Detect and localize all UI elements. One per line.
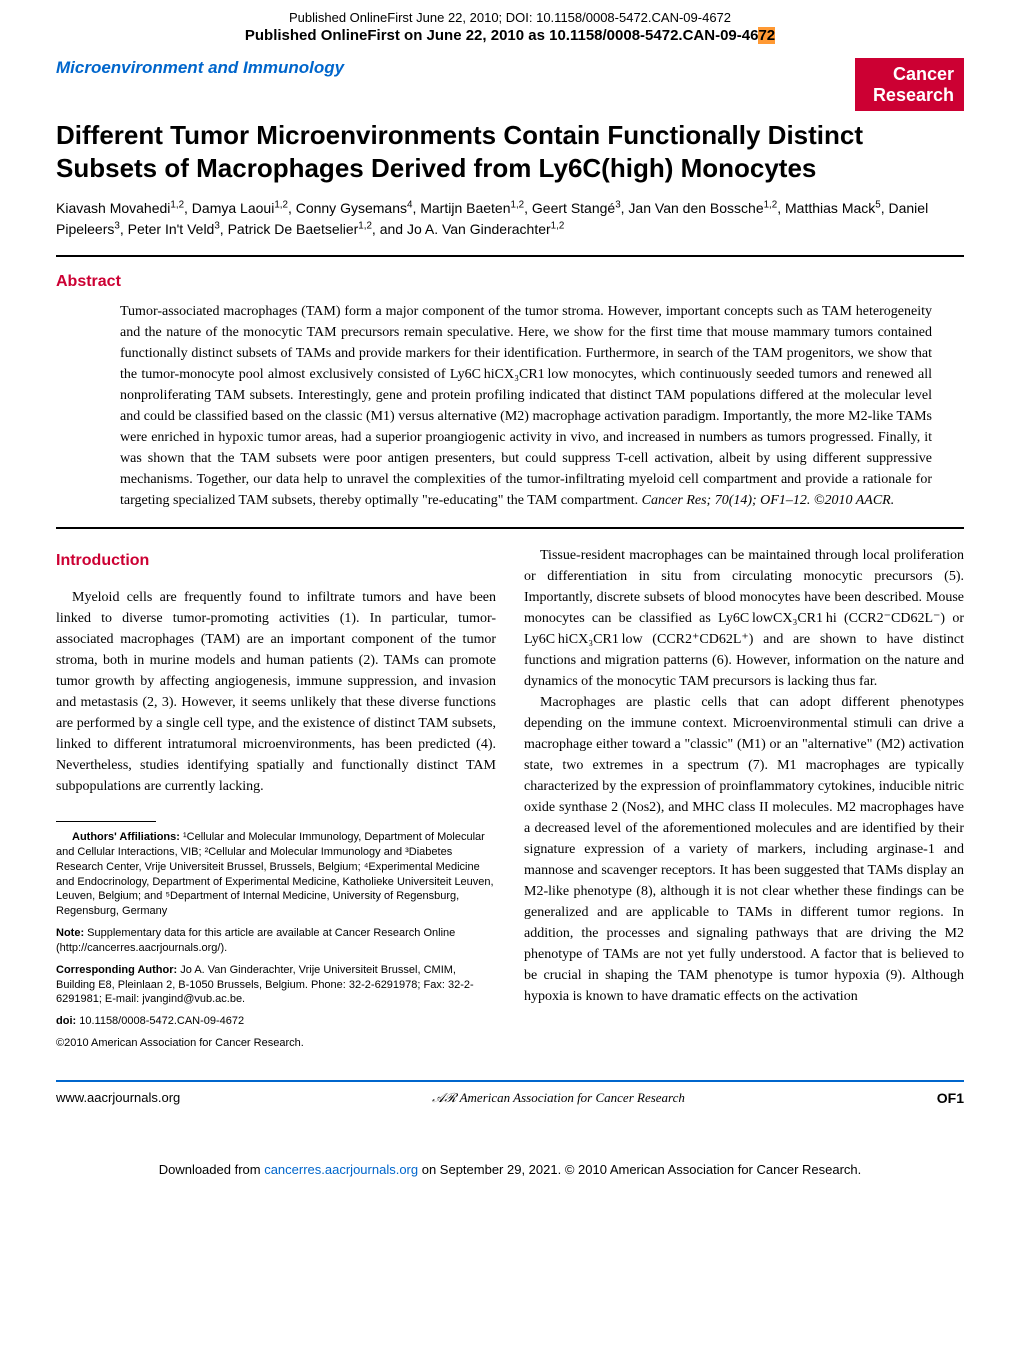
- abstract-label: Abstract: [56, 273, 964, 291]
- footnotes: Authors' Affiliations: ¹Cellular and Mol…: [56, 830, 496, 1051]
- footer-center: 𝒜ℛ American Association for Cancer Resea…: [432, 1090, 685, 1106]
- intro-right-p1: Tissue-resident macrophages can be maint…: [524, 545, 964, 692]
- left-column: Introduction Myeloid cells are frequentl…: [56, 545, 496, 1058]
- bottom-download-note: Downloaded from cancerres.aacrjournals.o…: [0, 1126, 1020, 1187]
- rule-top: [56, 255, 964, 257]
- doi-label: doi:: [56, 1015, 76, 1027]
- footer-row: www.aacrjournals.org 𝒜ℛ American Associa…: [56, 1080, 964, 1106]
- abstract-text: Tumor-associated macrophages (TAM) form …: [120, 304, 932, 508]
- abstract-citation: Cancer Res; 70(14); OF1–12. ©2010 AACR.: [642, 493, 895, 508]
- footer-org: American Association for Cancer Research: [460, 1090, 685, 1105]
- banner-line1: Published OnlineFirst June 22, 2010; DOI…: [289, 10, 731, 25]
- affiliations-label: Authors' Affiliations:: [72, 831, 180, 843]
- intro-right-p2: Macrophages are plastic cells that can a…: [524, 692, 964, 1007]
- corresponding-author: Corresponding Author: Jo A. Van Ginderac…: [56, 963, 496, 1008]
- header-row: Microenvironment and Immunology Cancer R…: [56, 58, 964, 111]
- intro-left-p1: Myeloid cells are frequently found to in…: [56, 587, 496, 797]
- right-column: Tissue-resident macrophages can be maint…: [524, 545, 964, 1058]
- affiliations-text: ¹Cellular and Molecular Immunology, Depa…: [56, 831, 494, 917]
- rule-mid: [56, 527, 964, 529]
- banner-line2-pre: Published OnlineFirst on June 22, 2010 a…: [245, 27, 759, 44]
- bottom-link[interactable]: cancerres.aacrjournals.org: [264, 1162, 418, 1177]
- bottom-pre: Downloaded from: [159, 1162, 265, 1177]
- note-label: Note:: [56, 927, 84, 939]
- note-text: Supplementary data for this article are …: [56, 927, 455, 954]
- aacr-logo-icon: 𝒜ℛ: [432, 1090, 459, 1105]
- journal-box: Cancer Research: [855, 58, 964, 111]
- page-content: Microenvironment and Immunology Cancer R…: [0, 54, 1020, 1126]
- doi: doi: 10.1158/0008-5472.CAN-09-4672: [56, 1014, 496, 1029]
- journal-line1: Cancer: [873, 64, 954, 85]
- introduction-label: Introduction: [56, 549, 496, 573]
- doi-text: 10.1158/0008-5472.CAN-09-4672: [76, 1015, 244, 1027]
- bottom-post: on September 29, 2021. © 2010 American A…: [418, 1162, 861, 1177]
- authors: Kiavash Movahedi1,2, Damya Laoui1,2, Con…: [56, 198, 964, 239]
- note: Note: Supplementary data for this articl…: [56, 926, 496, 956]
- copyright: ©2010 American Association for Cancer Re…: [56, 1036, 496, 1051]
- abstract-body: Tumor-associated macrophages (TAM) form …: [56, 301, 964, 511]
- top-banner: Published OnlineFirst June 22, 2010; DOI…: [0, 0, 1020, 27]
- footer-right: OF1: [937, 1090, 964, 1106]
- banner-line2-highlight: 72: [758, 27, 775, 44]
- footer-left: www.aacrjournals.org: [56, 1090, 180, 1105]
- doi-banner: Published OnlineFirst on June 22, 2010 a…: [0, 27, 1020, 54]
- journal-line2: Research: [873, 85, 954, 106]
- section-label: Microenvironment and Immunology: [56, 58, 344, 78]
- affiliations: Authors' Affiliations: ¹Cellular and Mol…: [56, 830, 496, 919]
- article-title: Different Tumor Microenvironments Contai…: [56, 119, 964, 184]
- two-column-body: Introduction Myeloid cells are frequentl…: [56, 545, 964, 1058]
- corr-label: Corresponding Author:: [56, 964, 177, 976]
- footnote-separator: [56, 821, 156, 822]
